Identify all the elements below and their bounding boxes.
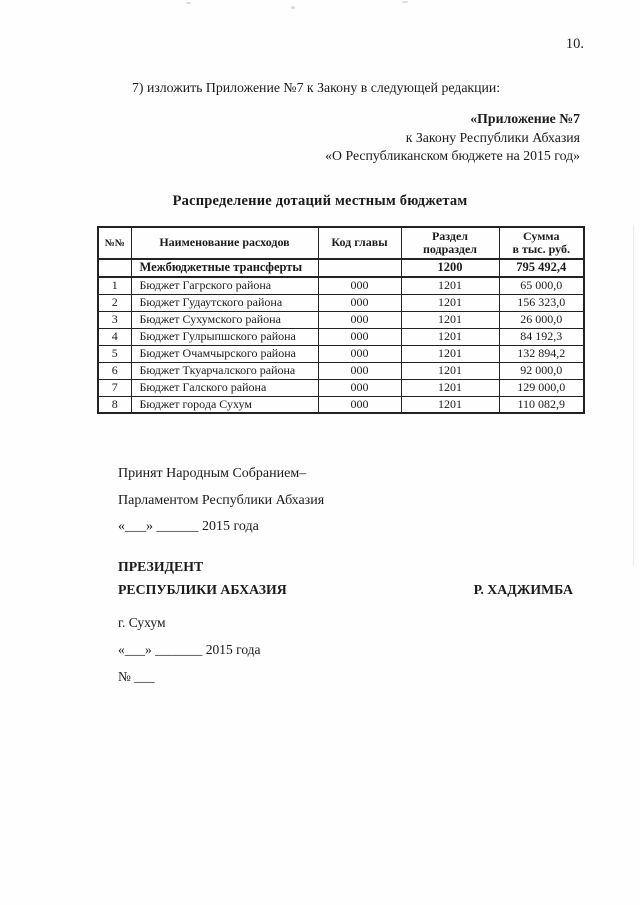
table-row: 5 Бюджет Очамчырского района 000 1201 13… [97,344,585,363]
president-title-row: РЕСПУБЛИКИ АБХАЗИЯ Р. ХАДЖИМБА [118,579,573,602]
cell-num: 4 [97,327,132,346]
cell-num [97,258,132,278]
adoption-line-2: Парламентом Республики Абхазия [118,492,325,508]
annex-heading: «Приложение №7 к Закону Республики Абхаз… [325,110,580,166]
cell-name: Бюджет Ткуарчалского района [130,361,319,380]
cell-sum: 156 323,0 [498,293,585,312]
signature-date-line: «___» _______ 2015 года [118,642,261,657]
cell-section: 1201 [400,361,500,380]
cell-section: 1201 [400,395,500,414]
signature-city: г. Сухум [118,615,166,630]
cell-name: Бюджет Гулрыпшского района [130,327,319,346]
table-row: 6 Бюджет Ткуарчалского района 000 1201 9… [97,361,585,380]
cell-sum: 110 082,9 [498,395,585,414]
cell-name: Бюджет Гагрского района [130,276,319,295]
cell-section: 1201 [400,293,500,312]
scan-artifact [633,225,634,565]
cell-chapter: 000 [317,344,402,363]
cell-name: Бюджет города Сухум [130,395,319,414]
table-title: Распределение дотаций местным бюджетам [172,193,468,209]
cell-chapter: 000 [317,395,402,414]
table-header-row: №№ Наименование расходов Код главы Разде… [97,226,585,260]
signature-block: ПРЕЗИДЕНТ РЕСПУБЛИКИ АБХАЗИЯ Р. ХАДЖИМБА [118,556,573,601]
cell-num: 5 [97,344,132,363]
president-title-line-1: ПРЕЗИДЕНТ [118,559,204,574]
president-name: Р. ХАДЖИМБА [473,581,573,597]
cell-chapter: 000 [317,276,402,295]
cell-sum: 26 000,0 [498,310,585,329]
cell-chapter: 000 [317,378,402,397]
cell-name: Бюджет Галского района [130,378,319,397]
cell-sum: 132 894,2 [498,344,585,363]
table-total-row: Межбюджетные трансферты 1200 795 492,4 [97,258,585,278]
cell-name: Межбюджетные трансферты [130,258,319,278]
table-row: 2 Бюджет Гудаутского района 000 1201 156… [97,293,585,312]
cell-num: 1 [97,276,132,295]
header-sum: Сумма в тыс. руб. [498,226,585,260]
header-num: №№ [97,226,132,260]
cell-section: 1201 [400,310,500,329]
adoption-line-1: Принят Народным Собранием– [118,466,307,481]
adoption-date-line: «___» ______ 2015 года [118,519,259,535]
cell-name: Бюджет Очамчырского района [130,344,319,363]
annex-title: «Приложение №7 [470,111,580,126]
adoption-block: Принят Народным Собранием– Парламентом Р… [118,461,324,541]
table-row: 1 Бюджет Гагрского района 000 1201 65 00… [97,276,585,295]
cell-sum: 129 000,0 [498,378,585,397]
document-number-line: № ___ [118,669,155,684]
budget-table: №№ Наименование расходов Код главы Разде… [97,226,585,414]
cell-sum: 92 000,0 [498,361,585,380]
header-section: Раздел подраздел [400,226,500,260]
table-row: 3 Бюджет Сухумского района 000 1201 26 0… [97,310,585,329]
cell-chapter: 000 [317,310,402,329]
cell-num: 2 [97,293,132,312]
cell-section: 1200 [400,258,500,278]
president-title-line-2: РЕСПУБЛИКИ АБХАЗИЯ [118,581,287,597]
cell-num: 6 [97,361,132,380]
cell-section: 1201 [400,344,500,363]
cell-sum: 65 000,0 [498,276,585,295]
scan-artifact [291,6,295,9]
cell-name: Бюджет Сухумского района [130,310,319,329]
cell-section: 1201 [400,327,500,346]
cell-chapter [317,258,402,278]
cell-num: 3 [97,310,132,329]
intro-paragraph: 7) изложить Приложение №7 к Закону в сле… [132,80,501,95]
header-name: Наименование расходов [130,226,319,260]
cell-num: 8 [97,395,132,414]
table-row: 4 Бюджет Гулрыпшского района 000 1201 84… [97,327,585,346]
cell-section: 1201 [400,276,500,295]
cell-sum: 84 192,3 [498,327,585,346]
scan-artifact [402,1,408,3]
header-chapter: Код главы [317,226,402,260]
cell-chapter: 000 [317,293,402,312]
table-row: 8 Бюджет города Сухум 000 1201 110 082,9 [97,395,585,414]
page-number: 10. [565,36,584,52]
cell-chapter: 000 [317,361,402,380]
cell-section: 1201 [400,378,500,397]
scan-artifact [186,2,191,4]
annex-subtitle-law: к Закону Республики Абхазия [405,129,580,145]
annex-subtitle-budget: «О Республиканском бюджете на 2015 год» [325,148,580,163]
cell-name: Бюджет Гудаутского района [130,293,319,312]
cell-chapter: 000 [317,327,402,346]
cell-num: 7 [97,378,132,397]
table-row: 7 Бюджет Галского района 000 1201 129 00… [97,378,585,397]
cell-sum: 795 492,4 [498,258,585,278]
